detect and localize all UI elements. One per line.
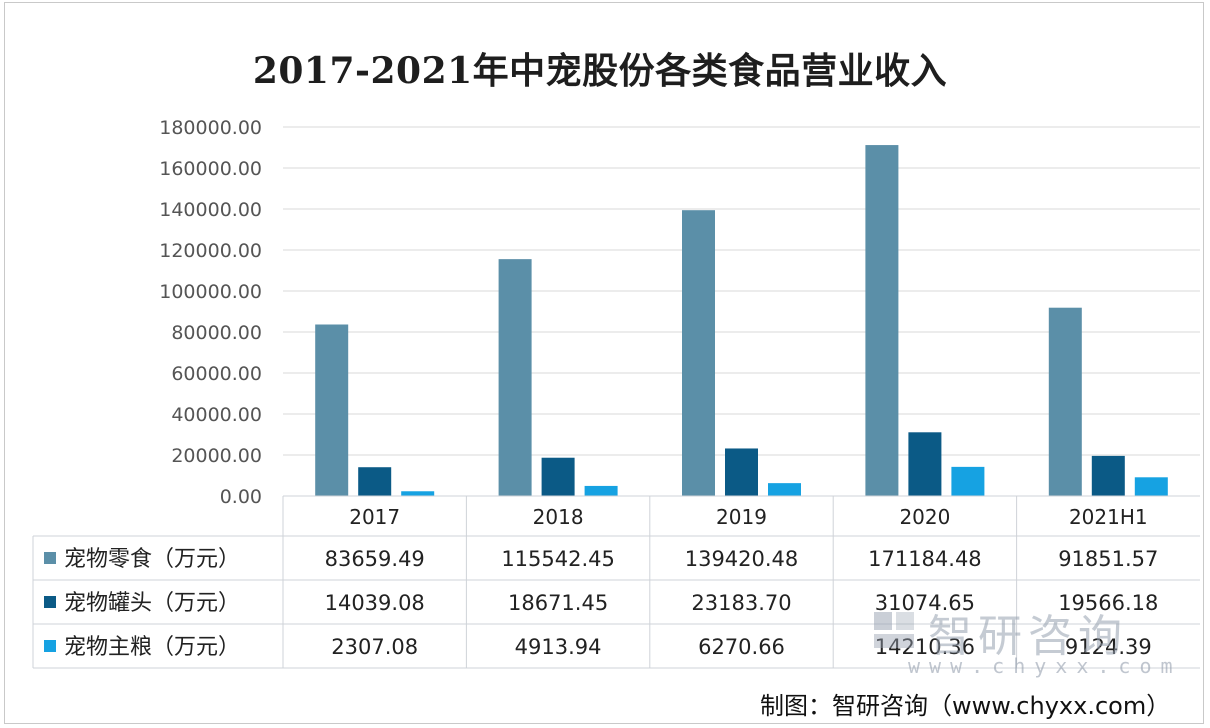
legend-swatch [44,640,56,652]
source-note: 制图：智研咨询（www.chyxx.com） [760,692,1171,720]
data-label: 14210.36 [875,635,975,659]
x-tick-label: 2018 [533,505,584,529]
bar-2 [768,483,801,496]
y-tick-label: 160000.00 [159,158,262,180]
data-label: 9124.39 [1065,635,1152,659]
data-label: 23183.70 [691,591,791,615]
bar-1 [908,432,942,496]
bar-2 [951,466,985,496]
x-tick-label: 2019 [716,505,767,529]
bar-0 [315,324,349,496]
bar-1 [725,448,758,496]
x-tick-label: 2017 [349,505,400,529]
data-label: 115542.45 [501,547,615,571]
y-tick-label: 140000.00 [159,199,262,221]
data-label: 14039.08 [325,591,425,615]
bar-1 [358,467,392,496]
chart-frame [4,2,1204,724]
data-label: 31074.65 [875,591,975,615]
data-label: 171184.48 [868,547,982,571]
legend-swatch [44,596,56,608]
data-label: 2307.08 [331,635,418,659]
bar-2 [584,485,618,496]
legend-label: 宠物罐头（万元） [64,591,240,616]
y-tick-label: 20000.00 [171,445,262,467]
bar-0 [1048,307,1082,496]
data-label: 4913.94 [515,635,602,659]
bar-2 [401,491,435,496]
data-label: 139420.48 [685,547,799,571]
data-label: 83659.49 [325,547,425,571]
bar-1 [1091,455,1125,496]
chart-title: 2017-2021年中宠股份各类食品营业收入 [252,50,948,92]
bar-0 [498,259,532,496]
legend-label: 宠物主粮（万元） [64,635,240,660]
y-tick-label: 180000.00 [159,117,262,139]
bar-2 [1134,477,1168,496]
bar-0 [682,210,715,496]
data-label: 91851.57 [1058,547,1158,571]
y-tick-label: 60000.00 [171,363,262,385]
legend-label: 宠物零食（万元） [64,547,240,572]
x-tick-label: 2021H1 [1069,505,1148,529]
y-tick-label: 0.00 [220,486,262,508]
y-tick-label: 120000.00 [159,240,262,262]
y-tick-label: 100000.00 [159,281,262,303]
bar-0 [865,145,899,496]
y-tick-label: 40000.00 [171,404,262,426]
data-label: 6270.66 [698,635,785,659]
data-label: 19566.18 [1058,591,1158,615]
data-label: 18671.45 [508,591,608,615]
x-tick-label: 2020 [899,505,950,529]
legend-swatch [44,552,56,564]
y-tick-label: 80000.00 [171,322,262,344]
bar-1 [541,457,575,496]
